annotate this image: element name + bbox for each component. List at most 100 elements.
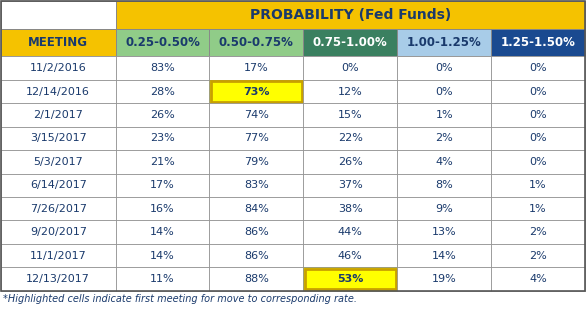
Bar <box>209 197 304 220</box>
Bar <box>1 174 115 197</box>
Bar <box>397 29 491 56</box>
Text: 0.75-1.00%: 0.75-1.00% <box>313 36 387 49</box>
Bar <box>304 56 397 80</box>
Bar <box>1 267 115 291</box>
Text: 44%: 44% <box>338 227 363 237</box>
Text: 8%: 8% <box>435 180 453 190</box>
Bar <box>491 127 585 150</box>
Bar <box>209 103 304 127</box>
Text: 9%: 9% <box>435 204 453 214</box>
Bar <box>491 197 585 220</box>
Bar <box>209 174 304 197</box>
Bar <box>211 81 302 102</box>
Bar <box>397 103 491 127</box>
Bar <box>1 103 115 127</box>
Text: 15%: 15% <box>338 110 363 120</box>
Text: 4%: 4% <box>529 274 547 284</box>
Text: 1.25-1.50%: 1.25-1.50% <box>500 36 575 49</box>
Bar <box>115 103 209 127</box>
Bar <box>304 127 397 150</box>
Bar <box>115 150 209 174</box>
Text: 46%: 46% <box>338 251 363 261</box>
Bar <box>115 197 209 220</box>
Text: 7/26/2017: 7/26/2017 <box>30 204 87 214</box>
Text: 26%: 26% <box>150 110 175 120</box>
Text: 0%: 0% <box>342 63 359 73</box>
Text: 0.25-0.50%: 0.25-0.50% <box>125 36 200 49</box>
Text: 17%: 17% <box>244 63 269 73</box>
Bar <box>1 150 115 174</box>
Bar <box>397 127 491 150</box>
Text: 9/20/2017: 9/20/2017 <box>30 227 87 237</box>
Text: PROBABILITY (Fed Funds): PROBABILITY (Fed Funds) <box>250 8 451 22</box>
Text: 12%: 12% <box>338 86 363 97</box>
Bar <box>1 220 115 244</box>
Text: 73%: 73% <box>243 86 270 97</box>
Text: 79%: 79% <box>244 157 269 167</box>
Bar <box>305 269 396 289</box>
Bar <box>304 267 397 291</box>
Bar <box>397 174 491 197</box>
Text: 0%: 0% <box>529 63 547 73</box>
Text: 17%: 17% <box>150 180 175 190</box>
Text: 3/15/2017: 3/15/2017 <box>30 133 87 143</box>
Text: 16%: 16% <box>150 204 175 214</box>
Bar <box>304 244 397 267</box>
Bar <box>491 220 585 244</box>
Bar <box>304 29 397 56</box>
Bar <box>491 174 585 197</box>
Text: 1%: 1% <box>529 204 547 214</box>
Text: 14%: 14% <box>150 251 175 261</box>
Bar <box>491 80 585 103</box>
Bar <box>1 197 115 220</box>
Bar <box>397 220 491 244</box>
Text: 22%: 22% <box>338 133 363 143</box>
Text: 53%: 53% <box>337 274 363 284</box>
Bar <box>491 244 585 267</box>
Text: 2%: 2% <box>435 133 453 143</box>
Text: 1%: 1% <box>529 180 547 190</box>
Bar <box>304 174 397 197</box>
Bar <box>209 29 304 56</box>
Text: 0%: 0% <box>529 133 547 143</box>
Text: 12/14/2016: 12/14/2016 <box>26 86 90 97</box>
Text: 0%: 0% <box>529 157 547 167</box>
Bar <box>115 174 209 197</box>
Text: 77%: 77% <box>244 133 269 143</box>
Text: 11%: 11% <box>150 274 175 284</box>
Bar <box>304 197 397 220</box>
Text: 0%: 0% <box>529 110 547 120</box>
Text: 28%: 28% <box>150 86 175 97</box>
Bar <box>491 103 585 127</box>
Bar <box>115 1 585 29</box>
Text: 11/2/2016: 11/2/2016 <box>30 63 87 73</box>
Bar <box>397 150 491 174</box>
Text: 0.50-0.75%: 0.50-0.75% <box>219 36 294 49</box>
Bar <box>1 244 115 267</box>
Bar <box>209 80 304 103</box>
Text: 86%: 86% <box>244 251 269 261</box>
Text: 11/1/2017: 11/1/2017 <box>30 251 87 261</box>
Bar <box>115 29 209 56</box>
Bar <box>491 29 585 56</box>
Text: 6/14/2017: 6/14/2017 <box>30 180 87 190</box>
Bar <box>397 56 491 80</box>
Text: 23%: 23% <box>150 133 175 143</box>
Bar <box>491 56 585 80</box>
Text: 0%: 0% <box>529 86 547 97</box>
Bar <box>304 103 397 127</box>
Text: 1.00-1.25%: 1.00-1.25% <box>407 36 482 49</box>
Text: 4%: 4% <box>435 157 453 167</box>
Bar <box>1 80 115 103</box>
Text: 74%: 74% <box>244 110 269 120</box>
Bar <box>397 80 491 103</box>
Text: 84%: 84% <box>244 204 269 214</box>
Bar <box>397 197 491 220</box>
Text: 2/1/2017: 2/1/2017 <box>33 110 83 120</box>
Text: 1%: 1% <box>435 110 453 120</box>
Bar <box>397 244 491 267</box>
Text: 0%: 0% <box>435 86 453 97</box>
Bar <box>209 127 304 150</box>
Bar <box>115 244 209 267</box>
Text: 14%: 14% <box>432 251 456 261</box>
